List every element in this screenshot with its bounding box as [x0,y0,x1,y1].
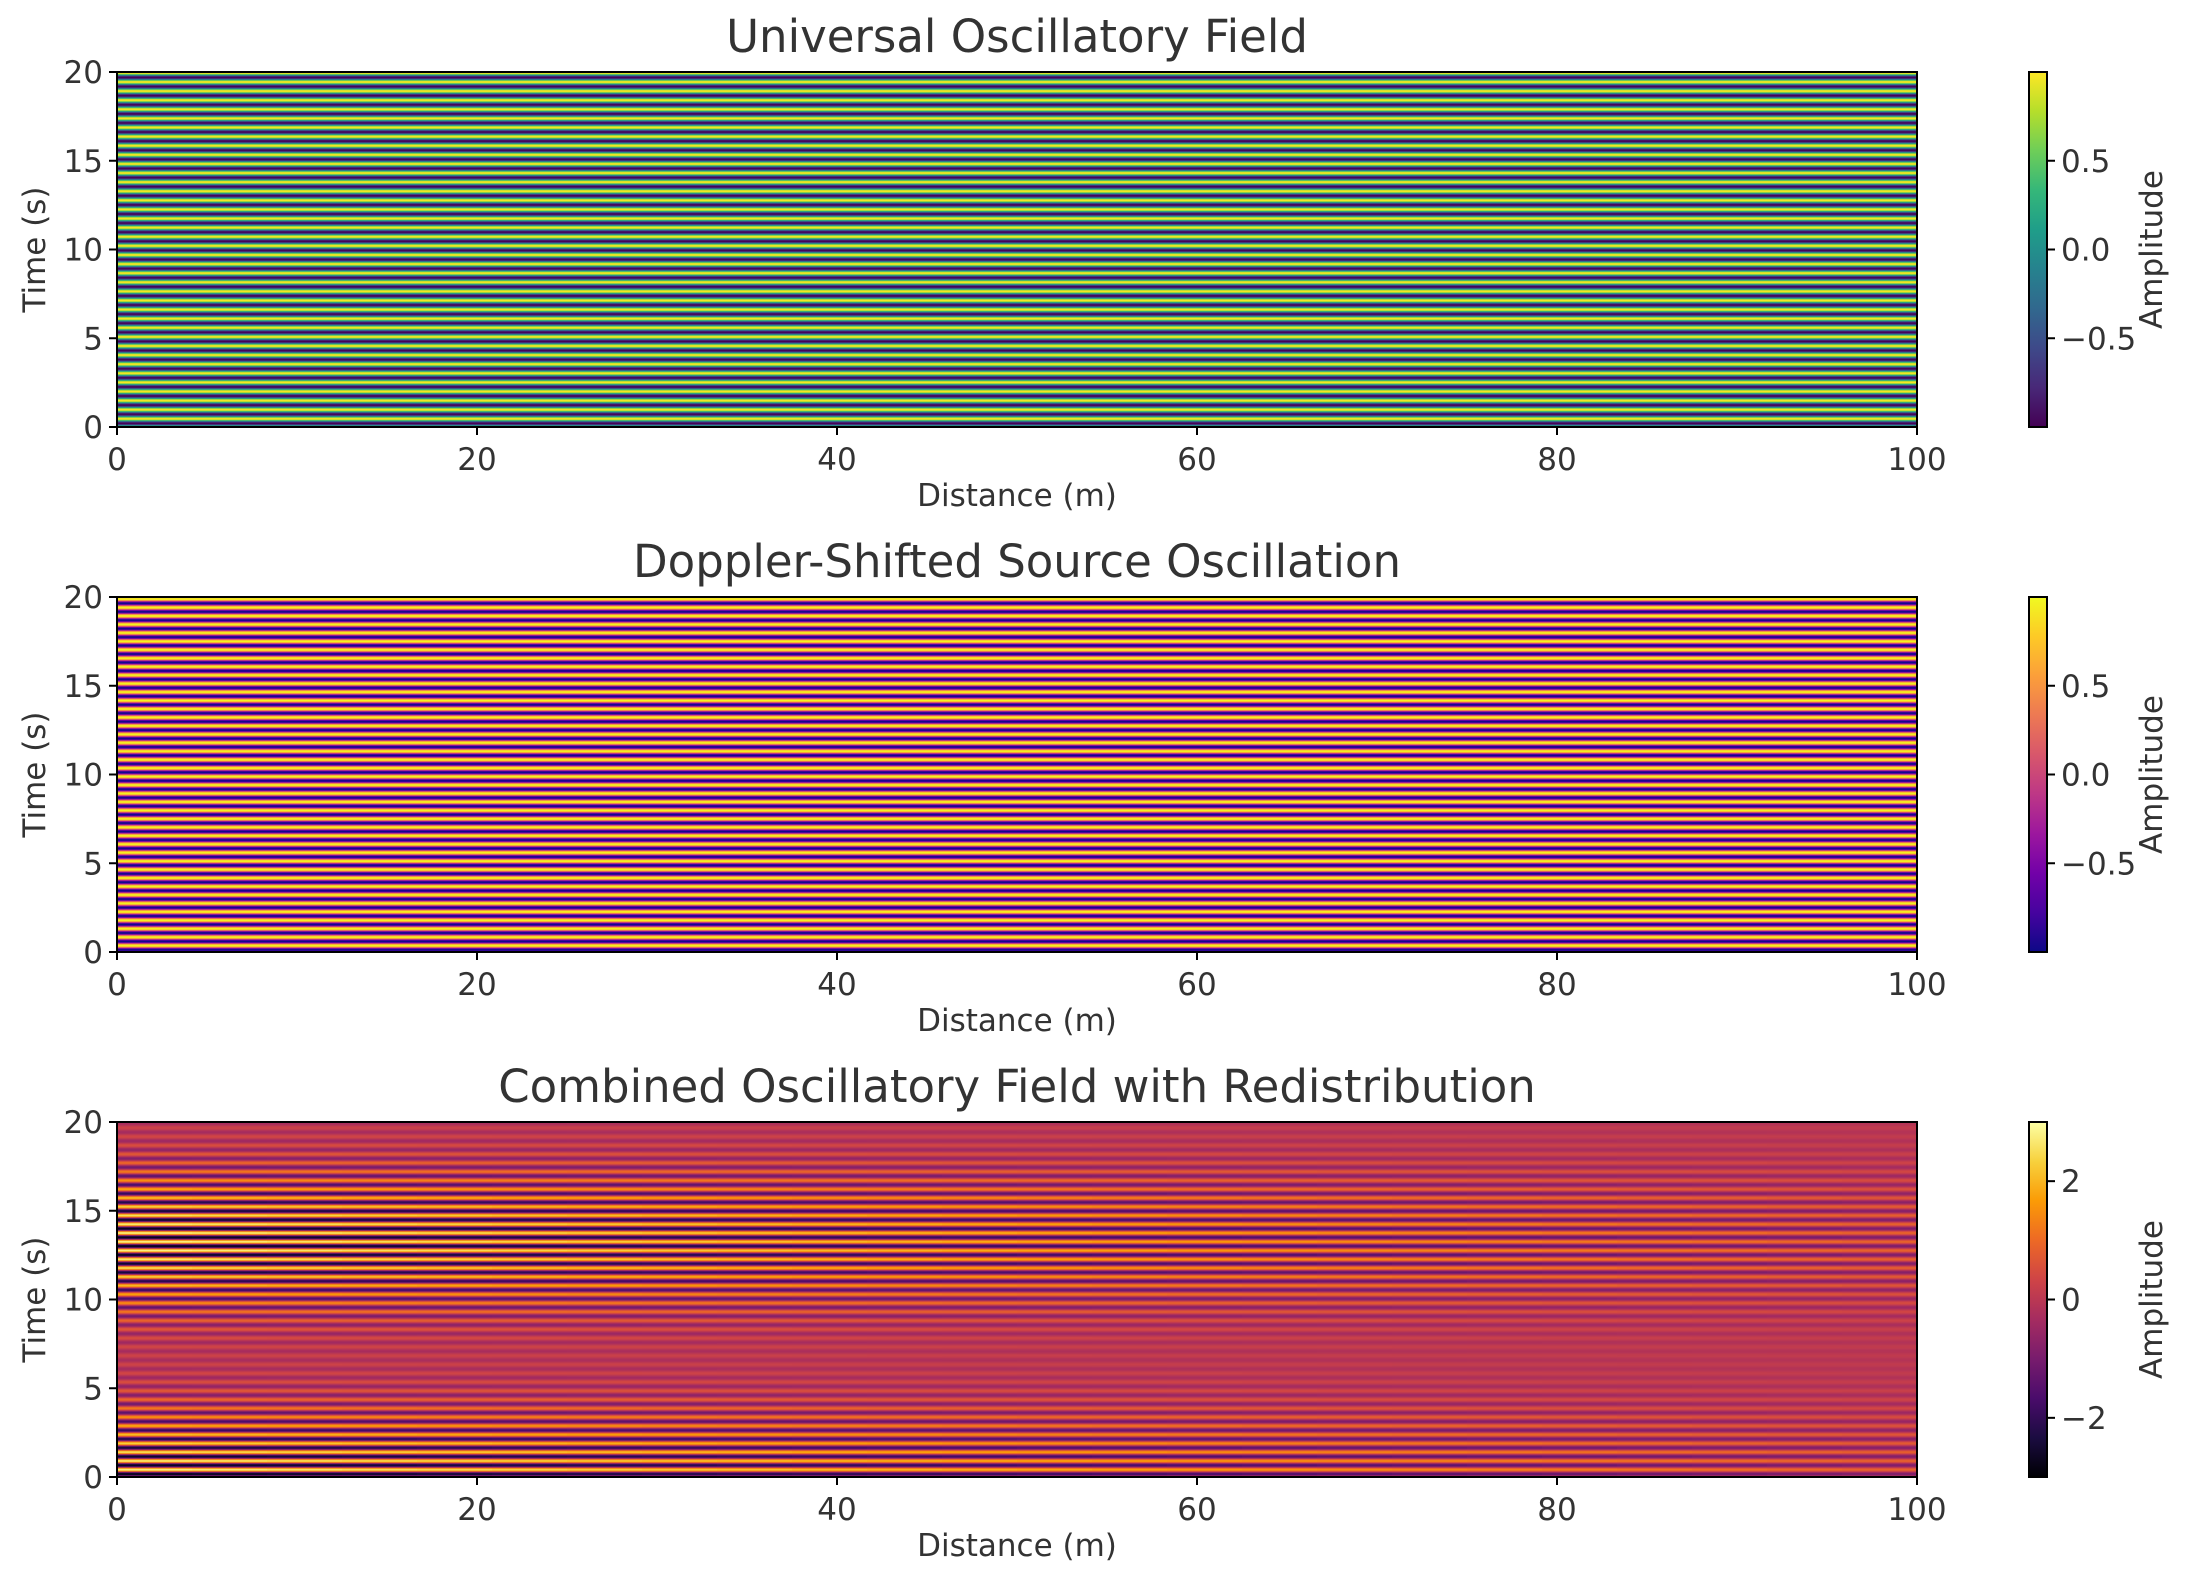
x-axis-label: Distance (m) [917,1003,1117,1039]
x-tick-label: 60 [1177,442,1216,478]
x-axis-label: Distance (m) [917,478,1117,514]
x-tick-label: 0 [107,442,127,478]
colorbar-tick-label: 0.5 [2061,144,2110,180]
x-tick-label: 40 [817,442,856,478]
colorbar-gradient [2028,71,2048,428]
colorbar-tick-label: −0.5 [2061,846,2136,882]
y-axis-label: Time (s) [17,186,53,313]
heatmap-field [117,72,1918,428]
y-tick-label: 20 [64,55,103,91]
x-tick-label: 20 [457,442,496,478]
colorbar-tick-label: 0.0 [2061,233,2110,269]
colorbar-label: Amplitude [2134,170,2170,329]
x-tick-label: 0 [107,967,127,1003]
y-tick-label: 15 [64,669,103,705]
chart-panel-2: 0 20 40 60 80 100 0 5 10 15 20 Doppler-Shifted Sour… [17,535,2170,1039]
chart-title: Doppler-Shifted Source Oscillation [633,535,1401,588]
colorbar-tick-label: 0.0 [2061,758,2110,794]
x-tick-label: 100 [1887,442,1946,478]
colorbar-gradient [2028,596,2048,953]
x-tick-label: 80 [1537,442,1576,478]
y-tick-label: 0 [83,410,103,446]
y-axis-label: Time (s) [17,711,53,838]
colorbar-tick-label: −0.5 [2061,321,2136,357]
x-tick-label: 40 [817,967,856,1003]
colorbar-label: Amplitude [2134,695,2170,854]
y-tick-label: 10 [64,233,103,269]
y-tick-label: 20 [64,580,103,616]
colorbar-tick-label: 0.5 [2061,669,2110,705]
y-tick-label: 15 [64,144,103,180]
heatmap-field [117,1122,1918,1478]
chart-title: Universal Oscillatory Field [726,10,1308,63]
x-tick-label: 20 [457,967,496,1003]
chart-panel-1: 0 20 40 60 80 100 0 5 10 15 20 Universal Oscillator… [17,10,2170,514]
x-tick-label: 100 [1887,967,1946,1003]
heatmap-field [117,597,1918,953]
y-tick-label: 0 [83,935,103,971]
y-tick-label: 5 [83,321,103,357]
y-tick-label: 10 [64,758,103,794]
y-tick-label: 5 [83,846,103,882]
x-tick-label: 60 [1177,967,1216,1003]
x-tick-label: 80 [1537,967,1576,1003]
